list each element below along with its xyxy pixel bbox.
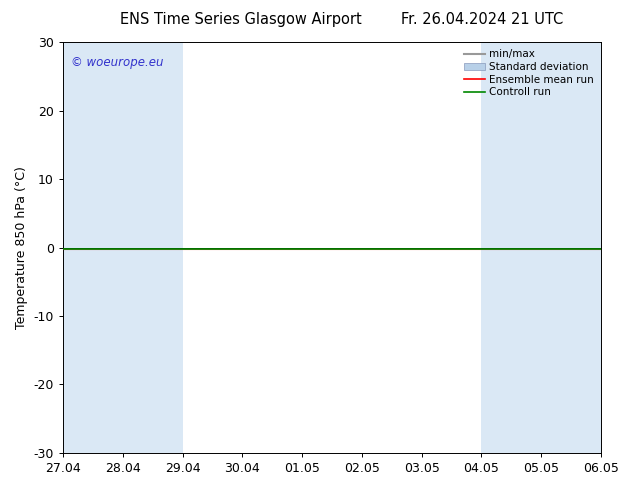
Bar xyxy=(63,42,93,453)
Bar xyxy=(571,42,601,453)
Text: Fr. 26.04.2024 21 UTC: Fr. 26.04.2024 21 UTC xyxy=(401,12,563,27)
Bar xyxy=(481,42,571,453)
Text: © woeurope.eu: © woeurope.eu xyxy=(71,56,164,70)
Text: ENS Time Series Glasgow Airport: ENS Time Series Glasgow Airport xyxy=(120,12,362,27)
Legend: min/max, Standard deviation, Ensemble mean run, Controll run: min/max, Standard deviation, Ensemble me… xyxy=(462,47,596,99)
Bar xyxy=(93,42,183,453)
Y-axis label: Temperature 850 hPa (°C): Temperature 850 hPa (°C) xyxy=(15,166,28,329)
